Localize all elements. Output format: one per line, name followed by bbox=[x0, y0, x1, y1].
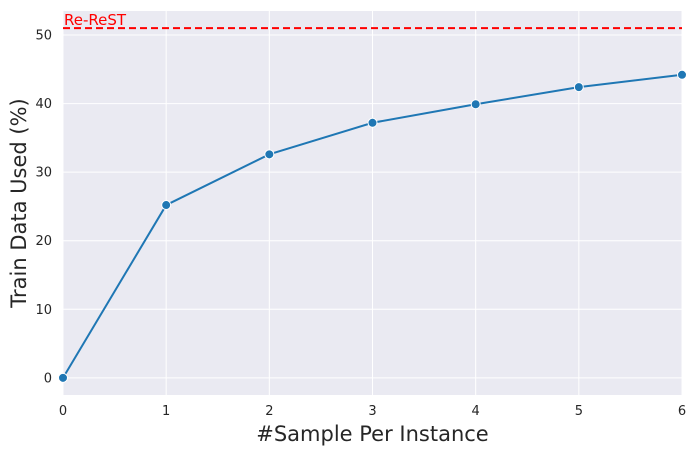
data-point bbox=[264, 149, 275, 160]
data-point bbox=[677, 69, 687, 80]
x-axis-label: #Sample Per Instance bbox=[256, 422, 488, 446]
x-axis-ticks: 0 1 2 3 4 5 6 bbox=[59, 404, 686, 419]
x-tick-label: 1 bbox=[162, 404, 170, 419]
reference-line-label: Re-ReST bbox=[64, 11, 127, 29]
y-tick-label: 0 bbox=[44, 371, 52, 386]
reference-lines: Re-ReST bbox=[63, 11, 682, 30]
x-tick-label: 6 bbox=[678, 404, 686, 419]
data-point bbox=[58, 372, 68, 383]
y-axis-label: Train Data Used (%) bbox=[7, 98, 31, 308]
y-tick-label: 40 bbox=[35, 97, 52, 112]
y-tick-label: 50 bbox=[35, 29, 52, 44]
data-point bbox=[367, 117, 378, 128]
x-tick-label: 3 bbox=[368, 404, 376, 419]
series-group bbox=[58, 69, 687, 383]
x-tick-label: 5 bbox=[575, 404, 583, 419]
data-point bbox=[573, 82, 584, 93]
y-tick-label: 10 bbox=[35, 303, 52, 318]
x-tick-label: 2 bbox=[265, 404, 273, 419]
data-point bbox=[161, 200, 172, 211]
x-tick-label: 0 bbox=[59, 404, 67, 419]
data-point bbox=[470, 99, 481, 110]
x-tick-label: 4 bbox=[472, 404, 480, 419]
y-axis-ticks: 0 10 20 30 40 50 bbox=[35, 29, 52, 387]
y-tick-label: 30 bbox=[35, 166, 52, 181]
y-tick-label: 20 bbox=[35, 234, 52, 249]
